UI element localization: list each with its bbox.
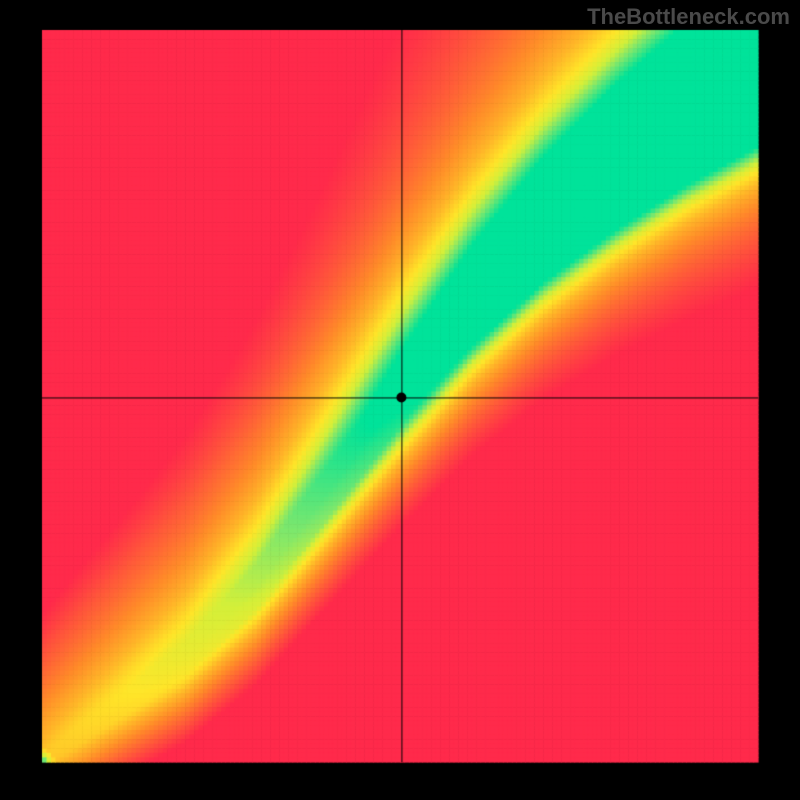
watermark-label: TheBottleneck.com xyxy=(587,4,790,30)
chart-container: TheBottleneck.com xyxy=(0,0,800,800)
bottleneck-heatmap xyxy=(0,0,800,800)
